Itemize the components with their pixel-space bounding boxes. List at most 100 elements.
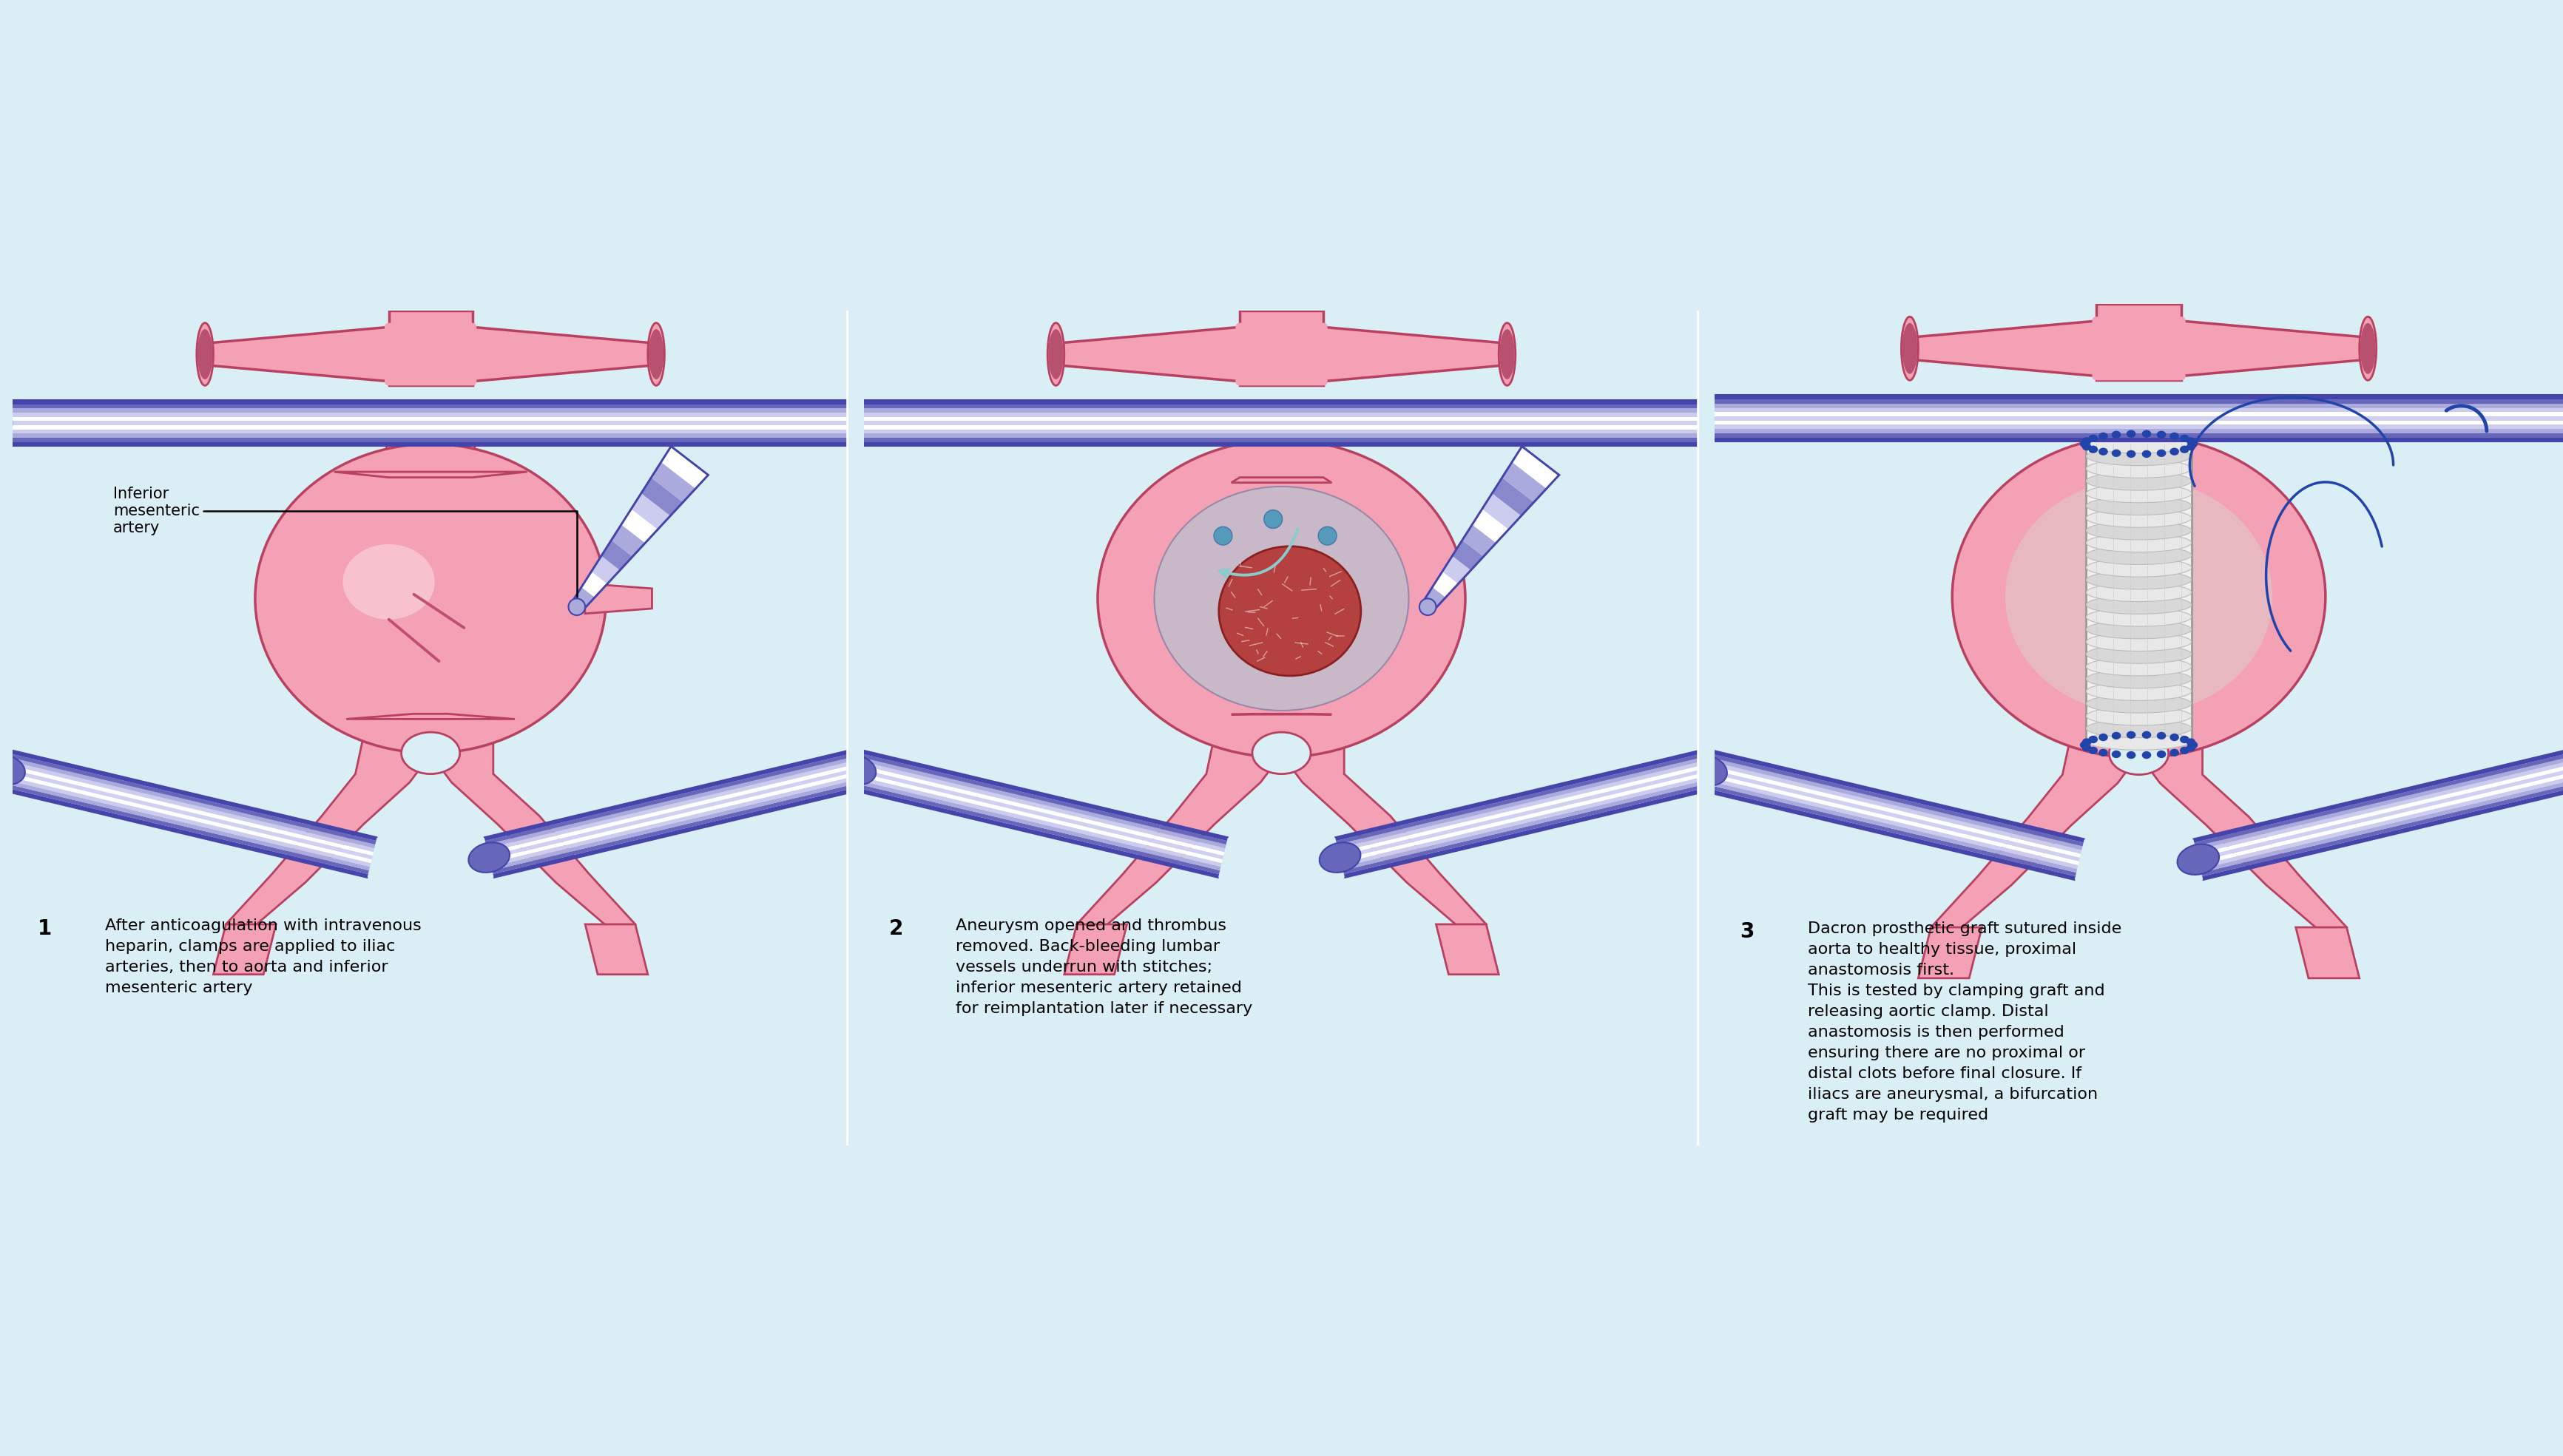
Polygon shape [853,772,1223,863]
Polygon shape [1443,556,1471,584]
Ellipse shape [2086,508,2191,527]
Polygon shape [3,779,369,871]
Bar [5,421,856,425]
Ellipse shape [2171,734,2179,741]
Polygon shape [2194,754,2563,846]
Ellipse shape [2099,734,2107,741]
Polygon shape [1702,780,2076,872]
Ellipse shape [2109,732,2168,775]
Polygon shape [1340,772,1710,863]
Ellipse shape [2143,731,2150,738]
Bar [1707,434,2563,437]
Ellipse shape [2086,607,2191,626]
Ellipse shape [2099,432,2107,440]
Polygon shape [333,472,528,478]
Ellipse shape [2086,731,2191,750]
Polygon shape [630,494,672,530]
Bar [1707,395,2563,399]
Ellipse shape [836,754,877,785]
Polygon shape [8,750,377,842]
Polygon shape [851,783,1220,874]
Polygon shape [1433,572,1458,597]
Ellipse shape [2155,750,2166,759]
Ellipse shape [1317,527,1338,545]
Polygon shape [1235,424,1328,478]
Bar [5,438,856,443]
Ellipse shape [2127,430,2135,438]
Polygon shape [384,424,477,478]
Ellipse shape [2081,744,2091,751]
FancyBboxPatch shape [384,323,477,386]
Ellipse shape [2089,434,2097,443]
Ellipse shape [1420,598,1435,616]
Polygon shape [484,750,853,842]
Polygon shape [2202,788,2563,879]
Polygon shape [2199,772,2563,865]
Ellipse shape [1264,510,1282,529]
Bar [1707,421,2563,425]
Bar [5,434,856,438]
Bar [856,438,1707,443]
Ellipse shape [2143,450,2150,457]
Polygon shape [0,783,369,874]
Polygon shape [1335,753,1704,844]
Bar [1707,408,2563,412]
Ellipse shape [1902,316,1917,380]
Ellipse shape [2112,750,2122,759]
Bar [856,400,1707,405]
Polygon shape [8,753,377,844]
Ellipse shape [2086,483,2191,502]
Polygon shape [2194,757,2563,850]
Ellipse shape [2086,472,2191,491]
Bar [856,409,1707,412]
Polygon shape [490,767,856,859]
Ellipse shape [256,444,605,753]
Ellipse shape [2081,738,2091,745]
Ellipse shape [2079,741,2089,748]
Polygon shape [859,753,1228,844]
Ellipse shape [469,843,510,872]
Polygon shape [1340,775,1710,866]
Bar [5,430,856,434]
Ellipse shape [402,732,459,775]
Ellipse shape [2086,571,2191,590]
Polygon shape [1710,757,2084,850]
Ellipse shape [2086,546,2191,565]
Polygon shape [2194,750,2563,843]
Bar [5,412,856,416]
Ellipse shape [1048,323,1064,386]
Polygon shape [1274,715,1487,933]
Ellipse shape [2081,437,2091,446]
Polygon shape [1463,524,1497,556]
Ellipse shape [2086,657,2191,676]
Polygon shape [620,510,659,543]
Bar [5,443,856,446]
Polygon shape [1335,750,1704,842]
Bar [2086,444,2191,741]
Polygon shape [1230,478,1333,482]
Text: 3: 3 [1740,922,1756,942]
Ellipse shape [2127,731,2135,738]
Ellipse shape [1220,546,1361,676]
Polygon shape [3,775,372,866]
Polygon shape [859,750,1228,842]
Polygon shape [1702,783,2076,877]
Polygon shape [651,462,695,502]
Polygon shape [487,757,853,849]
Ellipse shape [2171,448,2179,456]
Bar [1707,399,2563,403]
Ellipse shape [2086,459,2191,478]
Polygon shape [582,572,607,597]
Polygon shape [856,760,1225,852]
Polygon shape [1435,925,1499,974]
Ellipse shape [2189,440,2199,447]
Bar [1707,437,2563,441]
Ellipse shape [1686,756,1727,786]
Polygon shape [859,757,1225,849]
Polygon shape [2091,418,2186,473]
Polygon shape [390,310,472,386]
Bar [856,412,1707,416]
Polygon shape [1340,767,1707,859]
Polygon shape [213,925,277,974]
Ellipse shape [343,545,436,619]
